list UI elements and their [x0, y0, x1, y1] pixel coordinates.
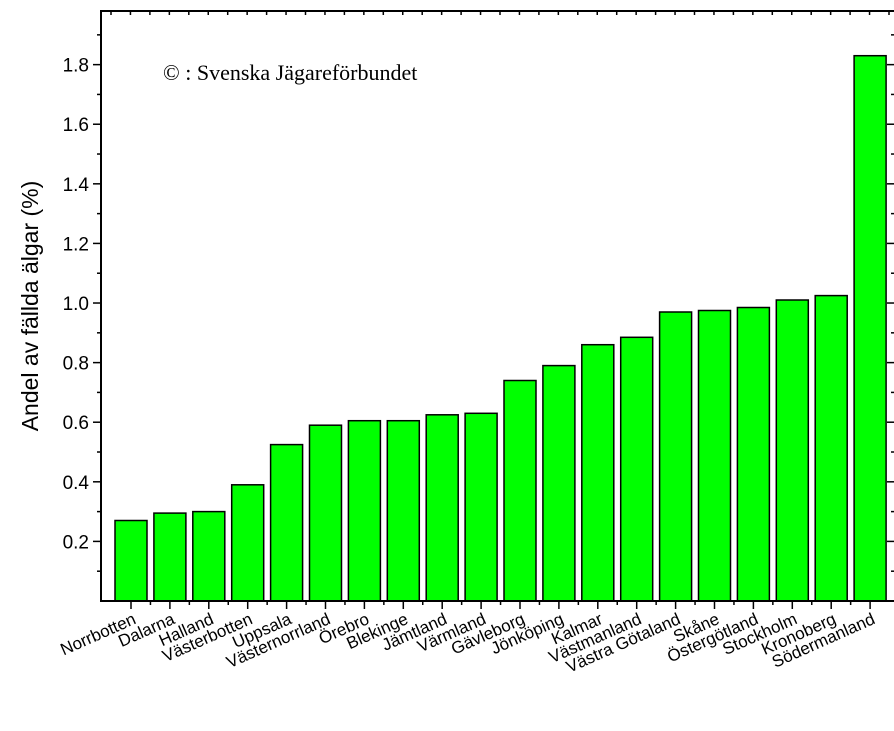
bars — [114, 54, 887, 602]
y-tick-label: 0.4 — [63, 473, 90, 494]
bar-3 — [230, 484, 265, 602]
bar-17 — [775, 299, 810, 602]
y-tick-label: 1.4 — [63, 175, 90, 196]
y-tick-label: 1.8 — [63, 56, 89, 77]
bar-5 — [308, 424, 343, 602]
bar-15 — [697, 309, 732, 602]
bar-11 — [542, 364, 576, 602]
copyright-annotation: © : Svenska Jägareförbundet — [163, 60, 417, 85]
bar-7 — [386, 419, 421, 602]
bar-14 — [658, 311, 693, 602]
bar-4 — [269, 443, 304, 602]
plot-frame — [100, 10, 894, 602]
bar-6 — [347, 419, 382, 602]
bar-8 — [425, 414, 459, 602]
y-tick-label: 1.2 — [63, 234, 89, 255]
bar-16 — [736, 306, 771, 602]
y-tick-label: 0.8 — [63, 354, 89, 375]
y-tick-labels: 0.2 0.4 0.6 0.8 1.0 1.2 1.4 1.6 1.8 — [63, 56, 90, 554]
bar-18 — [814, 294, 848, 602]
y-axis-title: Andel av fällda älgar (%) — [17, 181, 43, 432]
x-tick-labels: NorrbottenDalarnaHallandVästerbottenUpps… — [58, 609, 878, 677]
bar-1 — [153, 512, 187, 602]
bar-9 — [464, 412, 498, 602]
bar-12 — [581, 343, 615, 602]
y-tick-label: 1.0 — [63, 294, 89, 315]
bar-10 — [503, 379, 537, 602]
y-tick-label: 0.6 — [63, 413, 89, 434]
bar-0 — [114, 519, 148, 602]
y-tick-label: 0.2 — [63, 532, 89, 553]
bar-19 — [853, 54, 887, 602]
y-tick-label: 1.6 — [63, 115, 89, 136]
bar-2 — [192, 510, 226, 602]
bar-13 — [619, 336, 654, 602]
